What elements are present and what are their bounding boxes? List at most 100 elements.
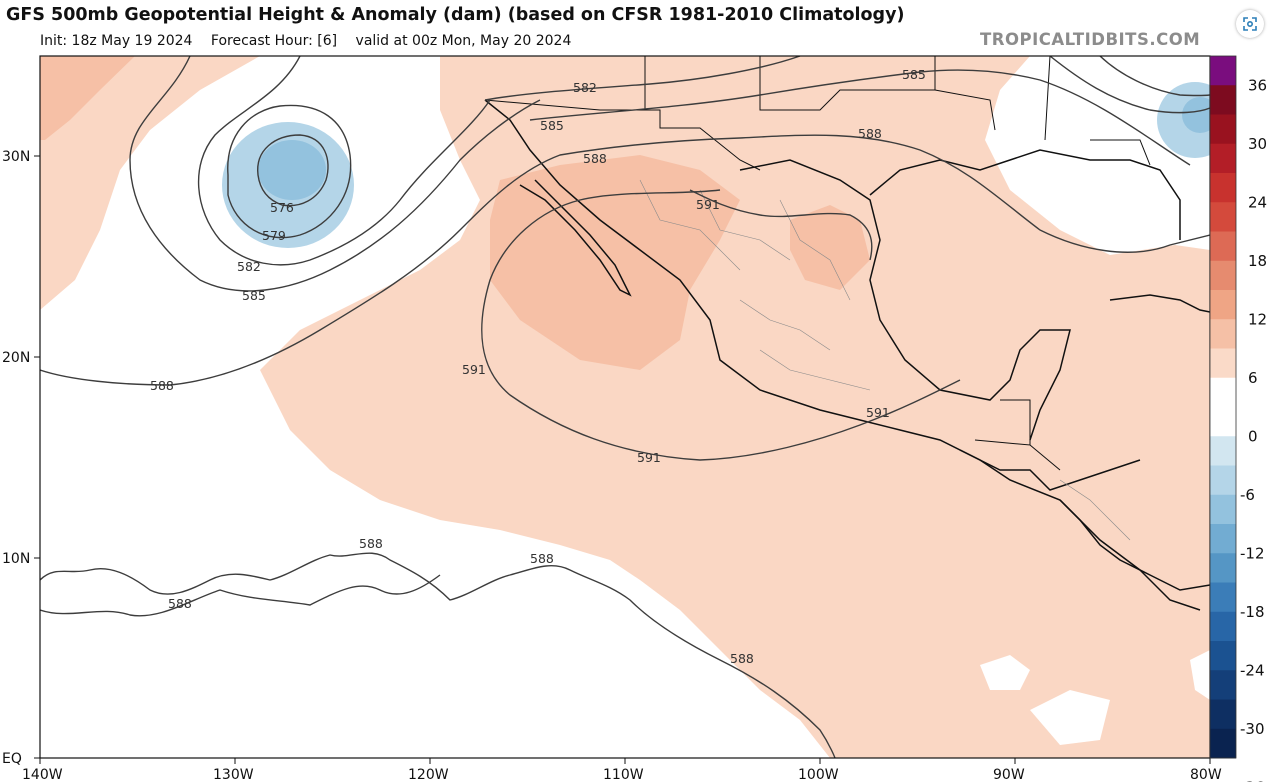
height-contours xyxy=(40,56,1210,758)
lon-label: 120W xyxy=(408,767,449,782)
lat-axis: 30N 20N 10N EQ xyxy=(2,149,40,767)
contour-585-west xyxy=(129,56,541,292)
colorbar-swatch xyxy=(1210,436,1236,466)
anomaly-neutral-patch xyxy=(980,655,1030,690)
lon-axis: 140W 130W 120W 110W 100W 90W 80W xyxy=(22,758,1222,782)
lat-label: 30N xyxy=(2,149,30,165)
colorbar-swatch xyxy=(1210,728,1236,759)
contour-label: 582 xyxy=(573,80,597,95)
contour-label: 591 xyxy=(637,450,661,465)
brand-watermark: TROPICALTIDBITS.COM xyxy=(980,30,1201,49)
contour-label: 588 xyxy=(150,378,174,393)
colorbar-frame xyxy=(1209,55,1237,759)
colorbar-swatch xyxy=(1210,114,1236,145)
anomaly-neutral-patch-2 xyxy=(1030,690,1110,745)
lon-label: 140W xyxy=(22,767,63,782)
init-time: Init: 18z May 19 2024 xyxy=(40,33,193,49)
contour-label: 582 xyxy=(237,259,261,274)
anomaly-negative-se-inner xyxy=(1182,97,1210,133)
lon-label: 110W xyxy=(603,767,644,782)
contour-591-main xyxy=(481,189,961,461)
contour-label: 576 xyxy=(270,200,294,215)
anomaly-strong-region xyxy=(490,155,740,370)
colorbar-label: 30 xyxy=(1248,135,1267,153)
anomaly-negative-low-inner xyxy=(258,140,326,200)
colorbar-label: -36 xyxy=(1240,778,1265,782)
contour-588-south-2 xyxy=(40,574,441,617)
anomaly-neutral-patch-3 xyxy=(1190,650,1210,700)
anomaly-positive-nw xyxy=(40,56,260,310)
coastlines xyxy=(484,99,1210,611)
colorbar-swatch xyxy=(1210,143,1236,174)
colorbar-swatch xyxy=(1210,85,1236,115)
contour-label: 591 xyxy=(696,197,720,212)
contour-588-south xyxy=(40,552,836,758)
valid-time: valid at 00z Mon, May 20 2024 xyxy=(355,33,572,49)
contour-label: 588 xyxy=(359,536,383,551)
colorbar-label: 12 xyxy=(1248,310,1267,328)
colorbar-label: 24 xyxy=(1248,193,1267,211)
colorbar-swatch xyxy=(1210,699,1236,730)
expand-button[interactable] xyxy=(1236,10,1264,38)
lat-label: EQ xyxy=(2,751,22,767)
colorbar-label: -24 xyxy=(1240,661,1265,679)
colorbar-swatch xyxy=(1210,202,1236,232)
colorbar-label: -30 xyxy=(1240,720,1265,738)
anomaly-positive-nw-inner xyxy=(40,56,135,140)
colorbar-swatch xyxy=(1210,260,1236,291)
contour-label: 585 xyxy=(540,118,564,133)
contour-588-west xyxy=(40,134,1210,386)
contour-label: 585 xyxy=(242,288,266,303)
contour-label: 579 xyxy=(262,228,286,243)
contour-582-ne xyxy=(1099,56,1210,97)
colorbar-swatch xyxy=(1210,524,1236,554)
colorbar-label: 6 xyxy=(1248,369,1258,387)
lon-label: 90W xyxy=(993,767,1025,782)
colorbar-swatch xyxy=(1210,348,1236,379)
colorbar-swatch xyxy=(1210,465,1236,496)
colorbar-swatch xyxy=(1210,56,1236,86)
colorbar-labels: 36 30 24 18 12 6 0 -6 -12 -18 -24 -30 -36 xyxy=(1240,76,1267,782)
lon-label: 100W xyxy=(798,767,839,782)
colorbar-swatch xyxy=(1210,494,1236,525)
state-borders xyxy=(639,179,1131,541)
expand-icon xyxy=(1243,17,1257,31)
lon-label: 80W xyxy=(1190,767,1222,782)
colorbar-label: 0 xyxy=(1248,427,1258,445)
colorbar-label: -18 xyxy=(1240,603,1265,621)
colorbar-label: 18 xyxy=(1248,252,1267,270)
contour-labels: 576 579 582 585 588 582 585 588 591 585 … xyxy=(150,67,926,666)
contour-label: 588 xyxy=(168,596,192,611)
contour-591-inner xyxy=(689,189,873,261)
lat-label: 10N xyxy=(2,551,30,567)
colorbar-swatch xyxy=(1210,611,1236,642)
colorbar-swatch xyxy=(1210,319,1236,349)
contour-585-ne xyxy=(1049,56,1210,114)
colorbar-swatch xyxy=(1210,641,1236,671)
forecast-hour: Forecast Hour: [6] xyxy=(210,33,338,49)
contour-label: 591 xyxy=(462,362,486,377)
page-title: GFS 500mb Geopotential Height & Anomaly … xyxy=(6,5,905,25)
colorbar-swatch xyxy=(1210,582,1236,613)
political-borders xyxy=(484,56,1151,471)
subtitle: Init: 18z May 19 2024 Forecast Hour: [6]… xyxy=(40,33,585,49)
colorbar-swatch xyxy=(1210,231,1236,262)
map-area: 576 579 582 585 588 582 585 588 591 585 … xyxy=(40,56,1210,758)
contour-label: 588 xyxy=(530,551,554,566)
colorbar-label: -12 xyxy=(1240,544,1265,562)
contour-label: 588 xyxy=(583,151,607,166)
colorbar-swatch xyxy=(1210,407,1236,437)
contour-label: 588 xyxy=(858,126,882,141)
lon-label: 130W xyxy=(213,767,254,782)
contour-label: 588 xyxy=(730,651,754,666)
contour-585-north xyxy=(529,69,1191,166)
contour-576 xyxy=(257,134,329,207)
colorbar-swatch xyxy=(1210,553,1236,583)
contour-582-north xyxy=(484,56,801,101)
anomaly-strong-region-2 xyxy=(790,205,870,290)
lat-label: 20N xyxy=(2,350,30,366)
colorbar-label: 36 xyxy=(1248,76,1267,94)
contour-579 xyxy=(227,104,352,239)
colorbar-swatch xyxy=(1210,670,1236,700)
